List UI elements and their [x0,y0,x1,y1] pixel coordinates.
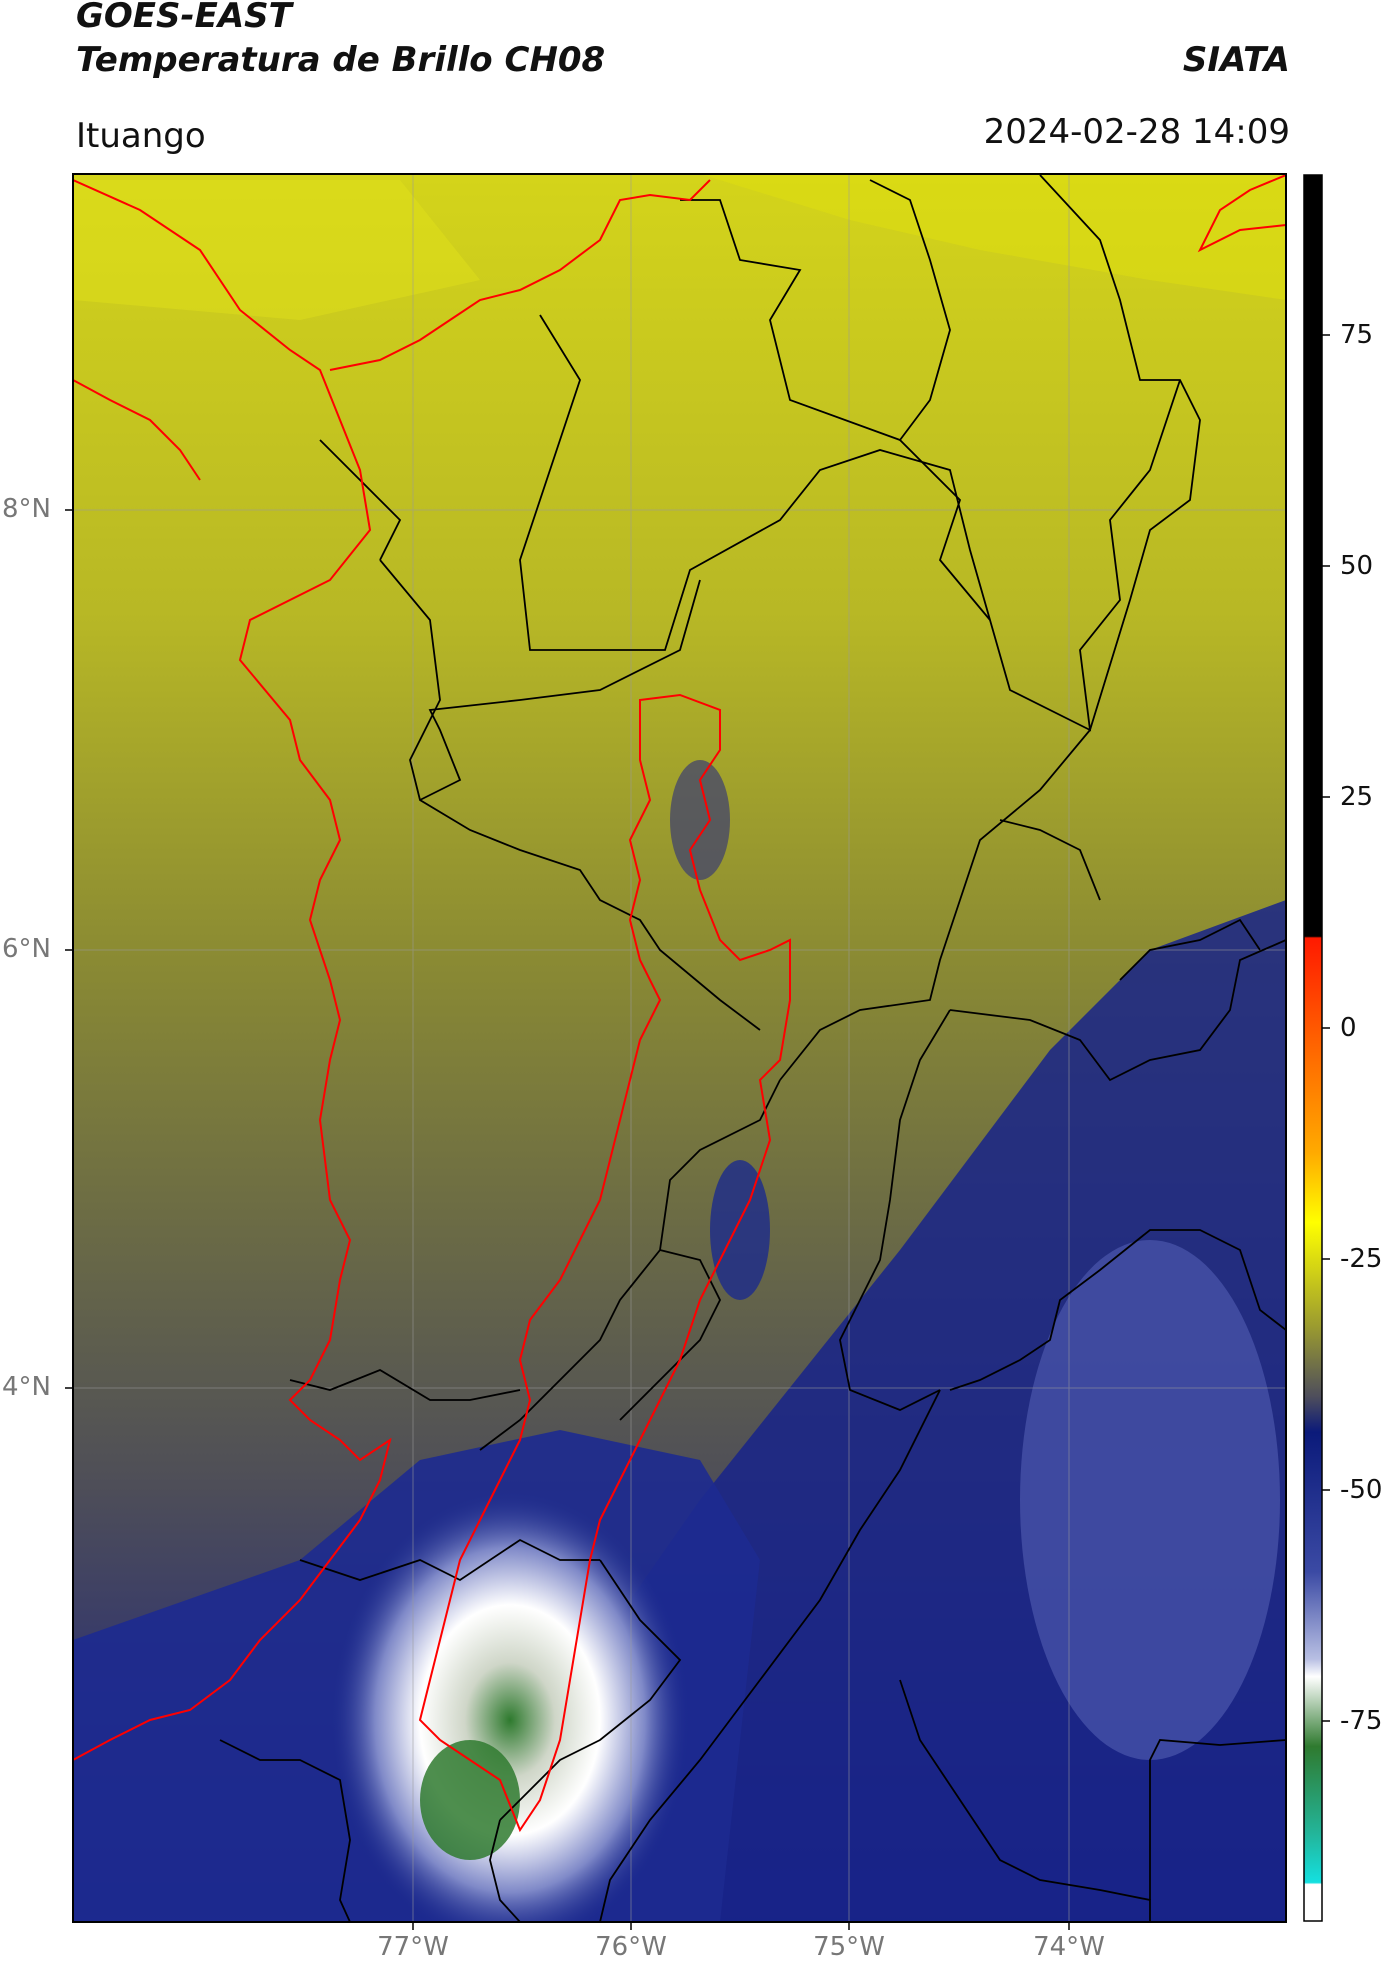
cloud-cell-center [710,1160,770,1300]
coldest-core [420,1740,520,1860]
region-label: Ituango [76,116,206,156]
satellite-title: GOES-EAST [76,0,292,36]
lon-label-76w: 76°W [595,1932,667,1962]
warm-band [700,174,1286,300]
colorbar-tick-0: 0 [1340,1013,1357,1043]
convective-core [330,1490,690,1922]
org-label: SIATA [1182,40,1290,80]
colorbar-tick-50: 50 [1340,551,1374,581]
department-borders [219,174,1286,1922]
basin-and-coast-lines [73,174,1286,1833]
colorbar [1303,174,1323,1922]
lon-label-74w: 74°W [1033,1932,1105,1962]
colorbar-ticks [1322,334,1330,1722]
colorbar-tick-75: 75 [1340,320,1374,350]
lat-label-4n: 4°N [2,1372,51,1402]
map-frame [72,173,1287,1923]
colorbar-tick-minus25: -25 [1340,1244,1383,1274]
datetime-label: 2024-02-28 14:09 [983,112,1290,152]
colorbar-tick-minus50: -50 [1340,1475,1383,1505]
gridlines [73,174,1286,1922]
cloud-band-southeast [1020,1240,1280,1760]
product-title: Temperatura de Brillo CH08 [76,40,606,80]
colorbar-tick-25: 25 [1340,782,1374,812]
lat-label-8n: 8°N [2,494,51,524]
colorbar-tick-minus75: -75 [1340,1706,1383,1736]
map-ticks [65,509,1070,1930]
warm-area-northwest [73,180,480,320]
lon-label-77w: 77°W [377,1932,449,1962]
lon-label-75w: 75°W [813,1932,885,1962]
cloud-cell-north [670,760,730,880]
map-area [73,174,1286,1922]
lat-label-6n: 6°N [2,934,51,964]
